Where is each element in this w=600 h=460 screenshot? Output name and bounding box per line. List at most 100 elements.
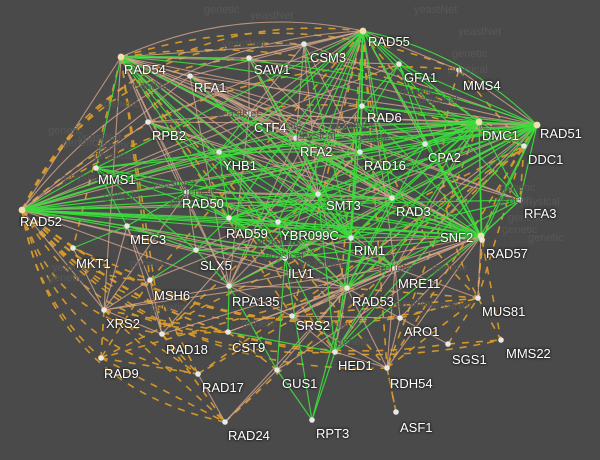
edge-coexpression — [295, 30, 364, 139]
node-RPB2[interactable] — [145, 119, 151, 125]
edge-coexpression — [228, 30, 364, 219]
edge-physical — [291, 315, 336, 353]
node-SLX5[interactable] — [193, 247, 199, 253]
edge-coexpression — [228, 217, 352, 239]
node-CSM3[interactable] — [301, 41, 307, 47]
edge-coexpression — [362, 30, 521, 201]
node-SMT3[interactable] — [315, 191, 321, 197]
edge-coexpression — [277, 221, 348, 289]
node-MMS22[interactable] — [498, 337, 504, 343]
node-CST9[interactable] — [225, 329, 231, 335]
edge-coexpression — [21, 209, 482, 237]
node-MMS4[interactable] — [456, 67, 462, 73]
edge-coexpression — [120, 56, 480, 123]
node-RFA2[interactable] — [293, 135, 299, 141]
node-CPA2[interactable] — [422, 141, 428, 147]
node-RAD57[interactable] — [479, 237, 485, 243]
edge-physical — [189, 75, 538, 126]
node-RAD51[interactable] — [533, 121, 541, 129]
node-RIM1[interactable] — [348, 235, 354, 241]
edge-physical — [291, 315, 401, 319]
edge-coexpression — [95, 56, 122, 169]
node-RPA135[interactable] — [226, 283, 232, 289]
edge-coexpression — [284, 124, 538, 259]
node-MUS81[interactable] — [475, 295, 481, 301]
edge-coexpression — [317, 193, 336, 353]
node-RAD55[interactable] — [359, 27, 367, 35]
edge-coexpression — [478, 121, 525, 147]
edge-physical — [248, 57, 393, 199]
edge-genetic — [21, 209, 226, 423]
node-RAD17[interactable] — [195, 371, 201, 377]
node-ARO1[interactable] — [397, 315, 403, 321]
node-RAD6[interactable] — [359, 103, 365, 109]
edge-coexpression — [398, 63, 426, 145]
edge-coexpression — [21, 167, 97, 211]
edge-physical — [21, 121, 149, 211]
node-RAD16[interactable] — [357, 149, 363, 155]
edge-coexpression — [228, 257, 286, 287]
node-SRS2[interactable] — [289, 313, 295, 319]
node-RAD24[interactable] — [222, 419, 228, 425]
node-RAD52[interactable] — [18, 206, 26, 214]
edge-physical — [248, 57, 319, 195]
node-MSH6[interactable] — [147, 277, 153, 283]
node-SAW1[interactable] — [246, 55, 252, 61]
edge-genetic — [447, 339, 502, 345]
edge-genetic — [120, 32, 460, 71]
edge-physical — [189, 75, 230, 287]
node-RAD54[interactable] — [117, 53, 125, 61]
node-RPT3[interactable] — [309, 417, 315, 423]
edge-coexpression — [195, 249, 230, 287]
node-YHB1[interactable] — [216, 149, 222, 155]
edge-physical — [21, 209, 230, 287]
edge-coexpression — [95, 167, 230, 219]
node-SGS1[interactable] — [445, 341, 451, 347]
node-CTF4[interactable] — [246, 111, 252, 117]
edge-coexpression — [277, 121, 480, 223]
edge-physical — [21, 209, 348, 289]
edge-physical — [399, 317, 449, 345]
node-RFA1[interactable] — [187, 73, 193, 79]
node-GUS1[interactable] — [274, 367, 280, 373]
edge-genetic — [362, 30, 479, 299]
edge-coexpression — [218, 121, 480, 153]
node-RAD50[interactable] — [184, 189, 190, 195]
node-HED1[interactable] — [332, 349, 338, 355]
edge-physical — [346, 287, 401, 319]
edge-coexpression — [120, 56, 279, 223]
node-RAD18[interactable] — [159, 331, 165, 337]
node-RAD9[interactable] — [98, 355, 104, 361]
edge-coexpression — [228, 217, 286, 259]
node-GFA1[interactable] — [396, 61, 402, 67]
edge-coexpression — [478, 121, 483, 241]
node-RAD59[interactable] — [226, 215, 232, 221]
edge-genetic — [346, 287, 479, 299]
edge-coexpression — [189, 75, 352, 239]
node-ILV1[interactable] — [282, 255, 288, 261]
node-MRE11[interactable] — [392, 265, 398, 271]
node-RDH54[interactable] — [384, 365, 390, 371]
node-MEC3[interactable] — [124, 223, 130, 229]
edge-coexpression — [228, 217, 396, 269]
node-YBR099C[interactable] — [275, 219, 281, 225]
edge-genetic — [21, 209, 401, 324]
edge-coexpression — [480, 199, 521, 237]
edge-coexpression — [147, 121, 220, 153]
node-DDC1[interactable] — [521, 143, 527, 149]
edge-physical — [120, 56, 348, 289]
node-MKT1[interactable] — [70, 245, 76, 251]
edge-coexpression — [248, 57, 352, 239]
node-XRS2[interactable] — [101, 307, 107, 313]
node-RAD53[interactable] — [344, 285, 350, 291]
edge-genetic — [21, 209, 479, 322]
node-DMC1[interactable] — [475, 118, 483, 126]
node-RFA3[interactable] — [517, 197, 523, 203]
edge-genetic — [120, 56, 163, 335]
node-ASF1[interactable] — [393, 409, 399, 415]
edge-coexpression — [334, 237, 352, 353]
node-RAD3[interactable] — [389, 195, 395, 201]
node-MMS1[interactable] — [93, 165, 99, 171]
